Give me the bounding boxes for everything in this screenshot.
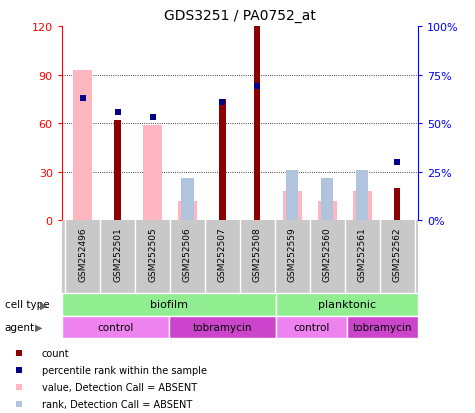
Text: tobramycin: tobramycin — [192, 322, 252, 332]
Text: control: control — [293, 322, 329, 332]
Text: GSM252507: GSM252507 — [218, 227, 227, 281]
Bar — [114, 121, 121, 221]
Bar — [178, 202, 197, 221]
Bar — [318, 202, 337, 221]
Bar — [219, 100, 226, 221]
Text: cell type: cell type — [5, 299, 49, 310]
Text: planktonic: planktonic — [318, 299, 376, 310]
Text: GSM252561: GSM252561 — [358, 227, 367, 281]
Text: rank, Detection Call = ABSENT: rank, Detection Call = ABSENT — [42, 399, 192, 409]
Bar — [169, 316, 276, 339]
Bar — [283, 192, 302, 221]
Text: value, Detection Call = ABSENT: value, Detection Call = ABSENT — [42, 382, 197, 392]
Text: ▶: ▶ — [40, 299, 48, 310]
Bar — [254, 27, 260, 221]
Bar — [73, 71, 92, 221]
Text: GSM252562: GSM252562 — [392, 227, 401, 281]
Text: biofilm: biofilm — [150, 299, 188, 310]
Bar — [352, 192, 372, 221]
Title: GDS3251 / PA0752_at: GDS3251 / PA0752_at — [164, 9, 316, 23]
Bar — [276, 293, 418, 316]
Text: count: count — [42, 348, 70, 358]
Text: GSM252559: GSM252559 — [288, 227, 297, 281]
Bar — [276, 316, 347, 339]
Text: GSM252505: GSM252505 — [148, 227, 157, 281]
Text: GSM252501: GSM252501 — [113, 227, 122, 281]
Bar — [347, 316, 418, 339]
Text: GSM252506: GSM252506 — [183, 227, 192, 281]
Text: ▶: ▶ — [35, 322, 43, 332]
Bar — [62, 293, 276, 316]
Bar — [143, 126, 162, 221]
Bar — [394, 189, 400, 221]
Bar — [286, 171, 298, 221]
Bar — [356, 171, 368, 221]
Text: GSM252496: GSM252496 — [78, 227, 87, 281]
Text: agent: agent — [5, 322, 35, 332]
Text: percentile rank within the sample: percentile rank within the sample — [42, 365, 207, 375]
Text: GSM252560: GSM252560 — [323, 227, 332, 281]
Text: control: control — [97, 322, 133, 332]
Bar — [321, 178, 333, 221]
Bar — [181, 178, 194, 221]
Bar — [62, 316, 169, 339]
Text: GSM252508: GSM252508 — [253, 227, 262, 281]
Text: tobramycin: tobramycin — [352, 322, 412, 332]
